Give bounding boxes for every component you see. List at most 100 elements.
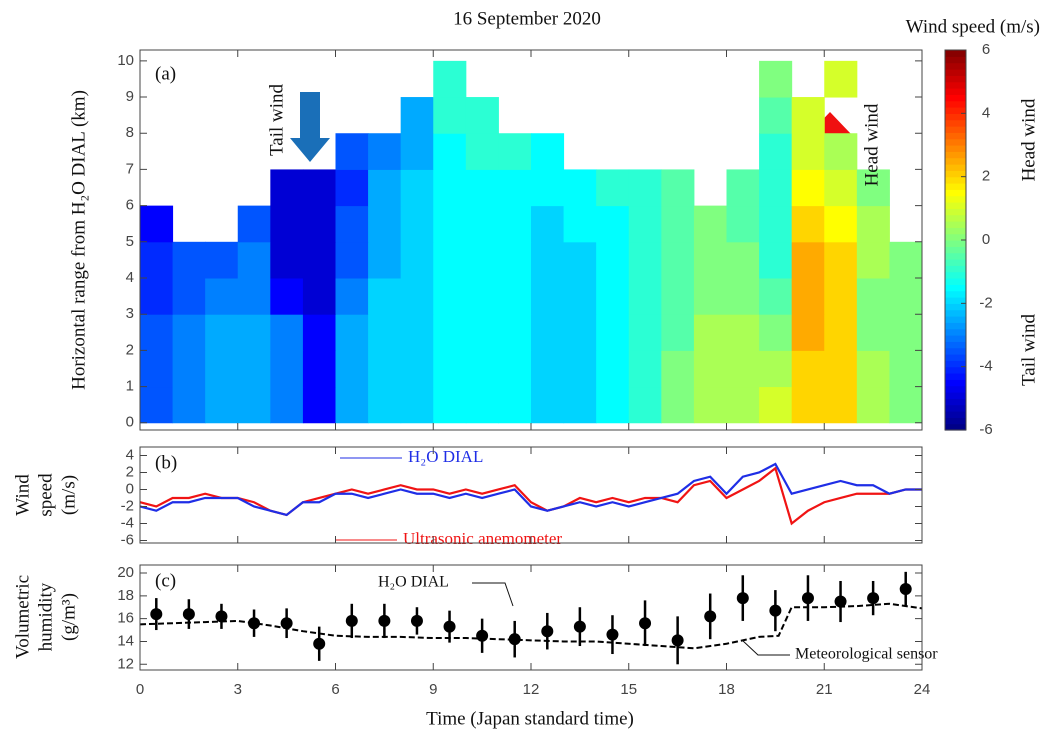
colorbar-band — [945, 145, 966, 152]
y-axis-label: Volumetric — [12, 575, 33, 659]
heat-cell — [596, 278, 630, 315]
dial-point — [150, 608, 163, 621]
heat-cell — [302, 314, 336, 351]
colorbar-band — [945, 69, 966, 76]
colorbar-band — [945, 392, 966, 399]
heat-cell — [759, 350, 793, 388]
heat-cell — [824, 386, 858, 424]
heat-cell — [205, 241, 239, 279]
heat-cell — [205, 350, 239, 388]
y-tick-label: 3 — [126, 305, 134, 322]
heat-cell — [824, 350, 858, 388]
y-tick-label: 1 — [126, 378, 134, 395]
heat-cell — [563, 386, 597, 424]
heat-cell — [498, 205, 532, 243]
y-tick-label: -2 — [121, 497, 134, 514]
heat-cell — [531, 169, 565, 207]
colorbar-band — [945, 259, 966, 266]
heat-cell — [759, 133, 793, 170]
heat-cell — [335, 386, 369, 424]
series-line — [139, 462, 922, 517]
panel-label: (b) — [155, 452, 177, 473]
y-tick-label: 16 — [117, 610, 134, 627]
heat-cell — [368, 350, 402, 388]
colorbar-band — [945, 297, 966, 304]
heat-cell — [531, 350, 565, 388]
heat-cell — [856, 205, 890, 243]
x-tick-label: 15 — [620, 681, 637, 698]
heat-cell — [824, 60, 858, 98]
colorbar-band — [945, 176, 966, 184]
heat-cell — [335, 205, 369, 243]
colorbar-band — [945, 138, 966, 146]
heat-cell — [791, 133, 825, 170]
heat-cell — [628, 350, 662, 388]
annotation: Tail wind — [266, 83, 287, 156]
heat-cell — [563, 241, 597, 279]
colorbar-band — [945, 50, 966, 57]
heat-cell — [433, 60, 467, 98]
heat-cell — [172, 241, 206, 279]
heat-cell — [889, 278, 923, 315]
colorbar-band — [945, 252, 966, 260]
heat-cell — [791, 350, 825, 388]
heat-cell — [889, 241, 923, 279]
series-label: H₂O DIAL — [378, 574, 449, 591]
heat-cell — [270, 169, 304, 207]
heat-cell — [498, 278, 532, 315]
y-tick-label: 10 — [117, 52, 134, 69]
heat-cell — [726, 205, 760, 243]
heat-cell — [205, 278, 239, 315]
y-axis-label: speed — [35, 473, 56, 517]
heat-cell — [498, 350, 532, 388]
dial-point — [280, 617, 293, 630]
heat-cell — [270, 241, 304, 279]
heat-cell — [726, 314, 760, 351]
legend-label: Ultrasonic anemometer — [403, 529, 562, 548]
colorbar-band — [945, 290, 966, 298]
heat-cell — [563, 314, 597, 351]
dial-point — [476, 629, 489, 642]
colorbar-band — [945, 81, 966, 89]
colorbar-band — [945, 335, 966, 342]
dial-point — [639, 617, 652, 630]
heat-cell — [498, 133, 532, 170]
heat-cell — [433, 350, 467, 388]
heat-cell — [824, 278, 858, 315]
heat-cell — [596, 314, 630, 351]
y-tick-label: 18 — [117, 587, 134, 604]
dial-point — [834, 595, 847, 608]
heat-cell — [335, 241, 369, 279]
heat-cell — [140, 314, 174, 351]
colorbar-band — [945, 309, 966, 317]
heat-cell — [237, 241, 271, 279]
colorbar-band — [945, 366, 966, 374]
heat-cell — [596, 205, 630, 243]
dial-point — [378, 614, 391, 627]
colorbar-band — [945, 170, 966, 178]
series-label: Meteorological sensor — [795, 646, 938, 663]
heat-cell — [237, 205, 271, 243]
heat-cell — [302, 350, 336, 388]
heat-cell — [531, 314, 565, 351]
heat-cell — [465, 278, 499, 315]
colorbar-band — [945, 221, 966, 228]
y-tick-label: 0 — [126, 414, 134, 431]
heat-cell — [596, 386, 630, 424]
heat-cell — [628, 314, 662, 351]
heat-cell — [368, 241, 402, 279]
heat-cell — [628, 169, 662, 207]
heat-cell — [368, 133, 402, 170]
colorbar-band — [945, 56, 966, 64]
heat-cell — [628, 205, 662, 243]
colorbar-band — [945, 75, 966, 83]
heat-cell — [302, 241, 336, 279]
heat-cell — [237, 386, 271, 424]
heat-cell — [791, 278, 825, 315]
chart-title: 16 September 2020 — [453, 8, 601, 29]
heat-cell — [824, 169, 858, 207]
heat-cell — [889, 350, 923, 388]
heat-cell — [563, 205, 597, 243]
heat-cell — [465, 205, 499, 243]
colorbar-band — [945, 240, 966, 247]
